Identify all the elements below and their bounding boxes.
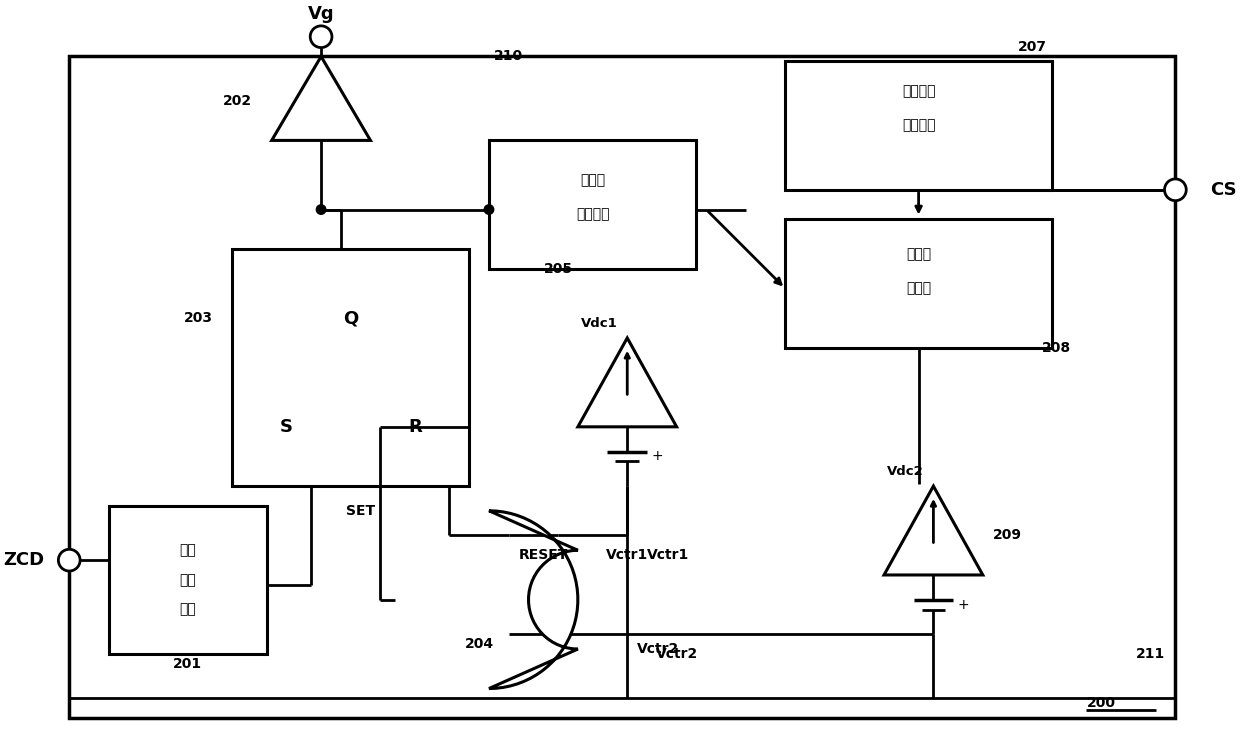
Text: 比例叠: 比例叠 (906, 247, 931, 261)
Text: Vctr2: Vctr2 (637, 642, 680, 656)
Text: Vdc1: Vdc1 (580, 317, 618, 330)
Text: 211: 211 (1136, 647, 1166, 661)
Text: Vctr1: Vctr1 (647, 548, 689, 562)
Polygon shape (884, 486, 983, 575)
Text: Q: Q (343, 309, 358, 327)
Text: 过零: 过零 (180, 544, 196, 557)
Text: CS: CS (1210, 181, 1236, 199)
Text: 发生电路: 发生电路 (575, 207, 609, 222)
Text: Vg: Vg (308, 5, 335, 23)
Text: 209: 209 (993, 528, 1022, 543)
Text: 202: 202 (223, 94, 252, 108)
Text: 208: 208 (1042, 341, 1071, 355)
Bar (785, 219, 1052, 348)
Text: RESET: RESET (518, 548, 568, 562)
Circle shape (310, 26, 332, 48)
Text: 检测: 检测 (180, 573, 196, 587)
Text: ZCD: ZCD (4, 551, 45, 569)
Text: +: + (651, 450, 662, 463)
Bar (770, 318, 1156, 674)
Text: R: R (408, 418, 422, 435)
Bar (785, 61, 1052, 190)
Bar (232, 249, 469, 486)
Polygon shape (578, 338, 677, 427)
Polygon shape (489, 511, 578, 689)
Bar (69, 57, 1176, 718)
Text: 200: 200 (1086, 696, 1116, 711)
Text: 205: 205 (543, 262, 573, 276)
Circle shape (1164, 179, 1187, 200)
Circle shape (485, 205, 494, 214)
Text: 加电路: 加电路 (906, 281, 931, 296)
Bar (440, 61, 815, 486)
Text: 207: 207 (1018, 39, 1047, 54)
Text: 锯齿波: 锯齿波 (580, 173, 605, 187)
Text: +: + (957, 597, 968, 612)
Bar (109, 506, 267, 654)
Polygon shape (272, 57, 371, 141)
Text: Vctr1: Vctr1 (606, 548, 649, 562)
Text: SET: SET (346, 503, 376, 518)
Text: 204: 204 (465, 637, 494, 651)
Text: 电路: 电路 (180, 603, 196, 617)
Text: 203: 203 (184, 311, 212, 325)
Bar (489, 141, 697, 269)
Text: 获取电路: 获取电路 (901, 119, 935, 132)
Text: Vdc2: Vdc2 (887, 465, 924, 478)
Text: 电流均值: 电流均值 (901, 84, 935, 98)
Text: S: S (280, 418, 293, 435)
Text: 201: 201 (174, 657, 202, 671)
Circle shape (316, 205, 326, 214)
Circle shape (58, 550, 81, 571)
Text: 210: 210 (495, 49, 523, 64)
Text: Vctr2: Vctr2 (656, 647, 698, 661)
